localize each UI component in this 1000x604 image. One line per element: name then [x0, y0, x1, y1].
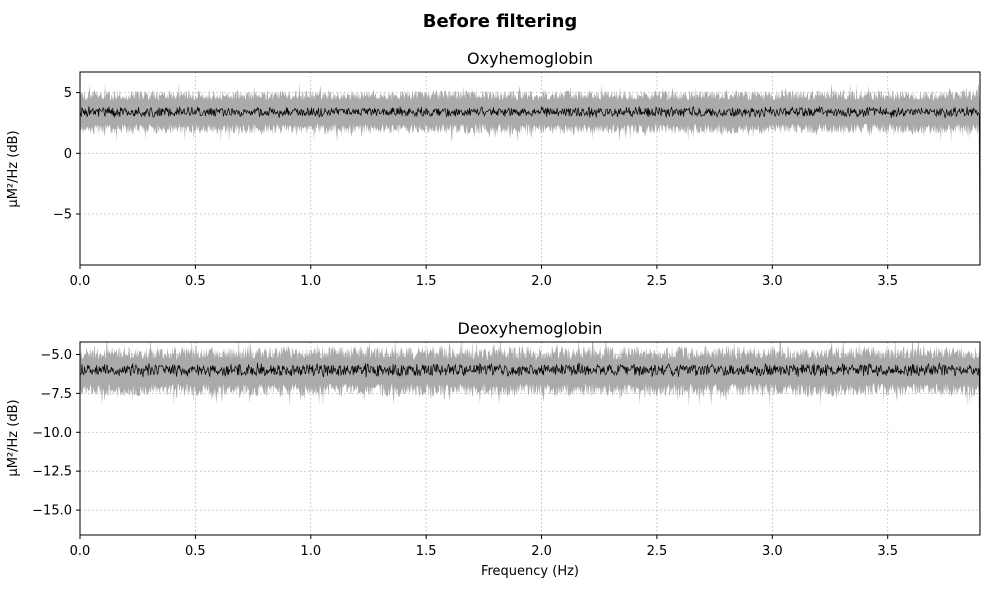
figure-suptitle: Before filtering: [423, 11, 578, 32]
y-tick-label: −5: [53, 208, 72, 223]
y-axis-label-deoxyhemoglobin: µM²/Hz (dB): [6, 399, 21, 476]
x-tick-label: 1.5: [416, 274, 437, 289]
x-tick-label: 0.5: [185, 544, 206, 559]
x-tick-label: 0.5: [185, 274, 206, 289]
mean-line-oxyhemoglobin: [80, 105, 980, 265]
y-tick-label: −15.0: [32, 504, 72, 519]
x-tick-label: 2.5: [647, 544, 668, 559]
x-tick-label: 2.0: [531, 544, 552, 559]
x-tick-label: 3.5: [877, 544, 898, 559]
y-tick-label: 0: [64, 147, 72, 162]
y-tick-label: 5: [64, 86, 72, 101]
y-tick-label: −12.5: [32, 465, 72, 480]
x-tick-label: 1.5: [416, 544, 437, 559]
range-band-oxyhemoglobin: [80, 82, 980, 265]
x-tick-label: 3.5: [877, 274, 898, 289]
x-axis-label: Frequency (Hz): [481, 564, 579, 579]
y-tick-label: −5.0: [40, 348, 72, 363]
panel-oxyhemoglobin: Oxyhemoglobin µM²/Hz (dB) 0.0 0.5 1.0 1.5 2.…: [6, 49, 981, 289]
y-tick-label: −7.5: [40, 387, 72, 402]
x-tick-label: 0.0: [70, 544, 91, 559]
x-tick-label: 3.0: [762, 274, 783, 289]
x-tick-label: 1.0: [300, 544, 321, 559]
x-tick-label: 0.0: [70, 274, 91, 289]
axes-frame-oxyhemoglobin: [79, 71, 981, 266]
plot-area-deoxyhemoglobin: [80, 342, 980, 535]
y-tick-label: −10.0: [32, 426, 72, 441]
x-tick-label: 2.0: [531, 274, 552, 289]
y-axis-label-oxyhemoglobin: µM²/Hz (dB): [6, 130, 21, 207]
range-band-deoxyhemoglobin: [80, 342, 980, 535]
x-tick-label: 1.0: [300, 274, 321, 289]
x-tick-label: 3.0: [762, 544, 783, 559]
panel-title-deoxyhemoglobin: Deoxyhemoglobin: [458, 319, 603, 338]
axes-frame-deoxyhemoglobin: [79, 341, 981, 536]
x-tick-label: 2.5: [647, 274, 668, 289]
panel-deoxyhemoglobin: Deoxyhemoglobin µM²/Hz (dB) Frequency (H…: [6, 319, 981, 579]
panel-title-oxyhemoglobin: Oxyhemoglobin: [467, 49, 593, 68]
plot-area-oxyhemoglobin: [80, 82, 980, 265]
mean-line-deoxyhemoglobin: [80, 362, 980, 535]
